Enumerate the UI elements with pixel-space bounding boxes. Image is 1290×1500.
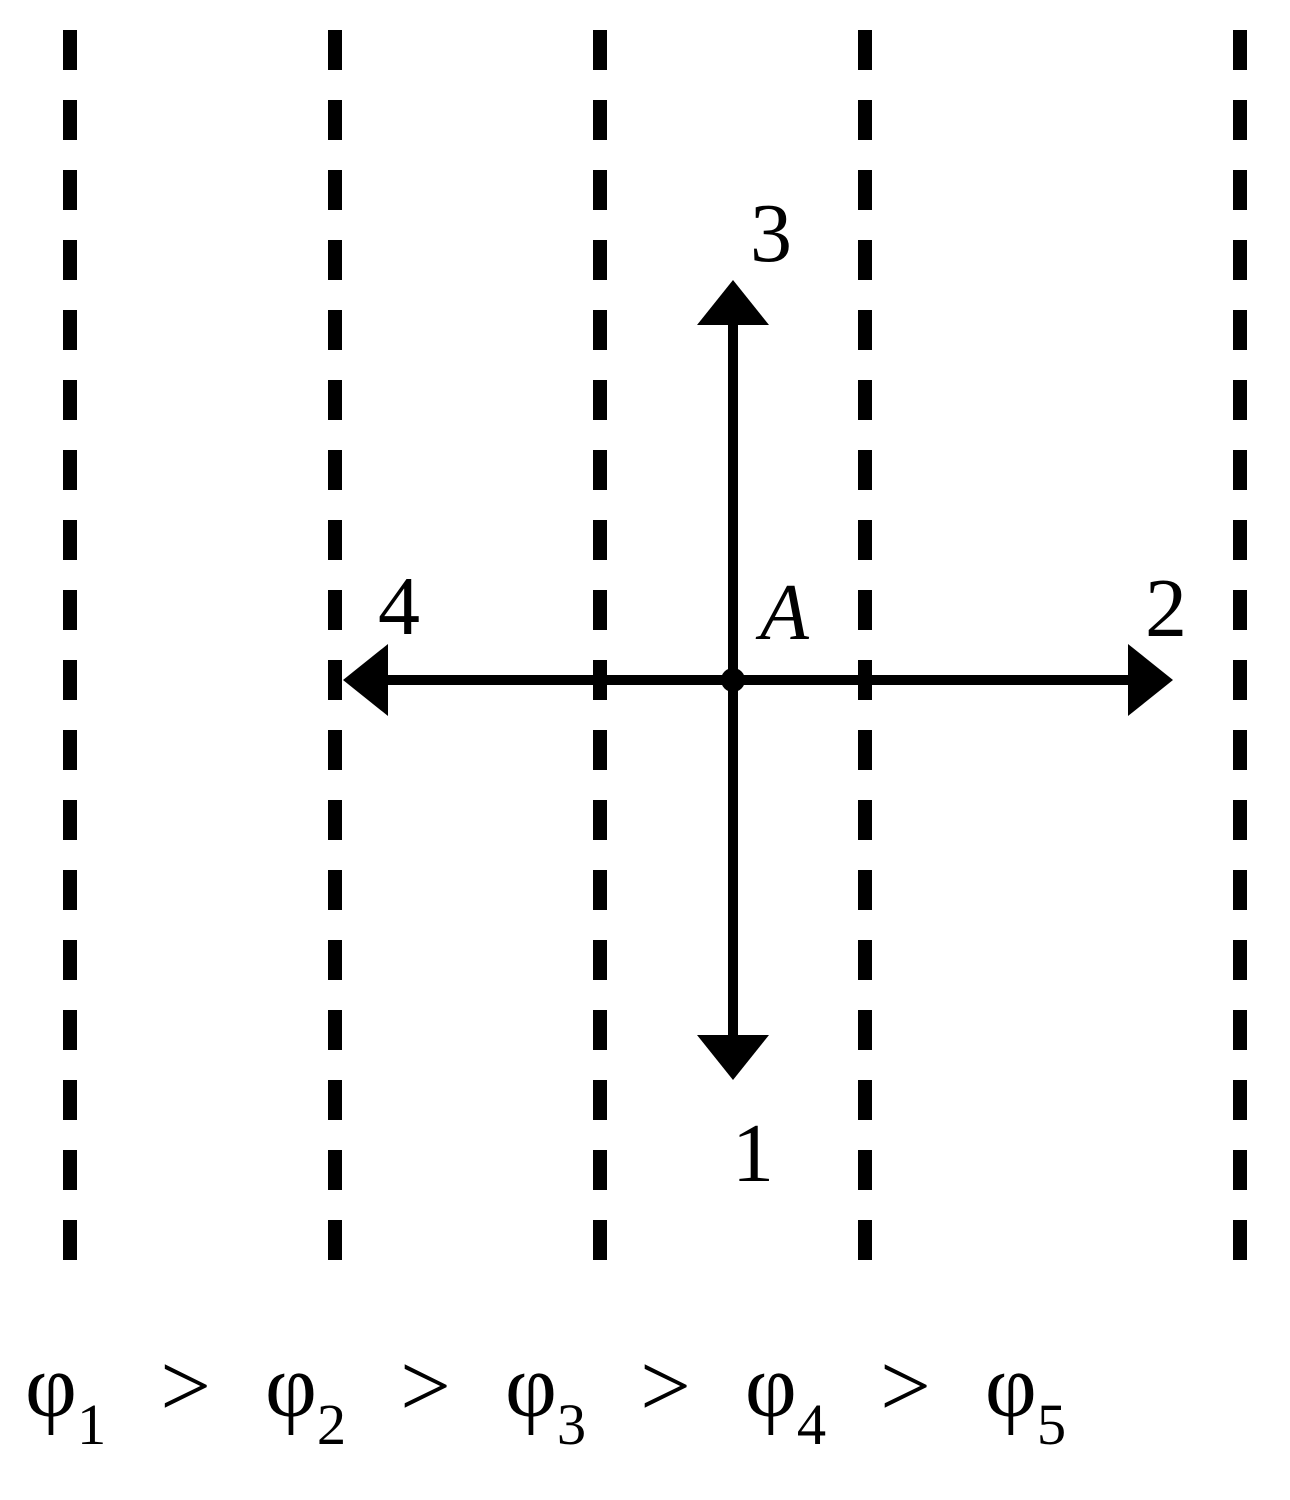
point-a-label: A bbox=[760, 568, 809, 659]
direction-arrows bbox=[343, 280, 1173, 1080]
equipotential-lines bbox=[70, 30, 1240, 1290]
potential-inequality: φ1 > φ2 > φ3 > φ4 > φ5 bbox=[25, 1335, 1066, 1449]
arrow-3-label: 3 bbox=[750, 185, 792, 282]
point-a bbox=[721, 668, 745, 692]
arrow-1-head bbox=[697, 1035, 769, 1080]
arrow-4-label: 4 bbox=[378, 558, 420, 655]
diagram-svg bbox=[0, 0, 1290, 1500]
arrow-3-head bbox=[697, 280, 769, 325]
physics-diagram: A 1 2 3 4 φ1 > φ2 > φ3 > φ4 > φ5 bbox=[0, 0, 1290, 1500]
arrow-1-label: 1 bbox=[732, 1105, 774, 1202]
arrow-2-label: 2 bbox=[1145, 560, 1187, 657]
